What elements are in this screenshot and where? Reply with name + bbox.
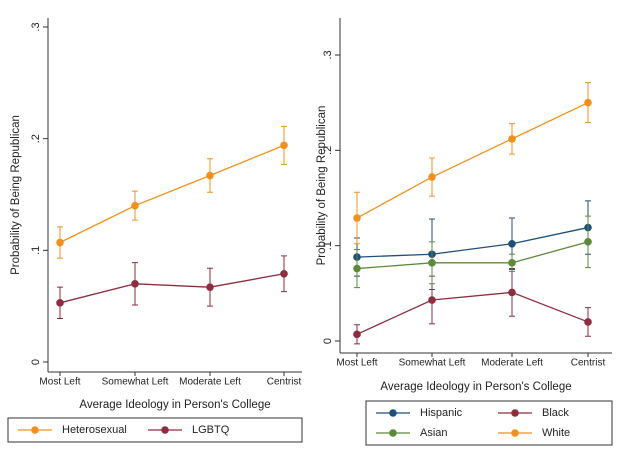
legend-label: Heterosexual	[62, 424, 127, 436]
x-tick-label: Most Left	[336, 358, 377, 369]
legend-label: Black	[542, 407, 569, 419]
series-line	[59, 273, 285, 304]
legend-marker	[31, 426, 39, 434]
y-tick-label: .3	[322, 50, 334, 59]
point	[206, 171, 214, 180]
legend-marker	[389, 409, 397, 417]
x-tick-label: Somewhat Left	[102, 377, 169, 388]
x-tick-label: Somewhat Left	[399, 358, 466, 369]
point	[428, 259, 436, 267]
y-tick-label: .2	[30, 134, 42, 143]
y-tick-label: 0	[322, 338, 334, 344]
y-axis-title: Probability of Being Republican	[316, 106, 328, 266]
y-tick-label: .1	[322, 241, 334, 250]
point	[280, 141, 288, 150]
point	[584, 238, 592, 246]
y-axis-title: Probability of Being Republican	[10, 115, 22, 275]
point	[584, 318, 592, 326]
legend-marker	[161, 426, 169, 434]
x-tick-label: Centrist	[571, 358, 606, 369]
legend-label: LGBTQ	[192, 424, 230, 436]
point	[508, 259, 516, 267]
point	[508, 135, 516, 143]
x-tick-label: Moderate Left	[481, 358, 543, 369]
point	[428, 173, 436, 181]
point	[131, 280, 139, 288]
series-line	[356, 102, 589, 219]
point	[56, 299, 64, 307]
y-tick-label: 0	[30, 359, 42, 365]
point	[353, 214, 361, 222]
legend-marker	[511, 429, 519, 437]
legend-label: White	[542, 427, 570, 439]
series-line	[59, 144, 285, 244]
series-line	[356, 226, 589, 258]
point	[280, 269, 288, 278]
x-tick-label: Moderate Left	[179, 377, 241, 388]
y-tick-label: .3	[30, 22, 42, 31]
point	[508, 239, 516, 248]
series-line	[356, 291, 589, 335]
point	[508, 288, 516, 297]
legend-marker	[389, 429, 397, 437]
point	[353, 264, 361, 273]
y-tick-label: .1	[30, 246, 42, 255]
series-line	[356, 241, 589, 270]
y-tick-label: .2	[322, 146, 334, 155]
x-tick-label: Most Left	[39, 377, 80, 388]
point	[428, 296, 436, 304]
point	[353, 330, 361, 339]
legend-box	[365, 400, 613, 446]
x-axis-title: Average Ideology in Person's College	[79, 399, 270, 411]
point	[584, 98, 592, 107]
legend-label: Hispanic	[420, 407, 463, 419]
point	[56, 238, 64, 247]
point	[131, 201, 139, 210]
point	[206, 283, 214, 291]
x-axis-title: Average Ideology in Person's College	[380, 381, 571, 393]
legend-label: Asian	[420, 427, 448, 439]
x-tick-label: Centrist	[267, 377, 302, 388]
legend-marker	[511, 409, 519, 417]
